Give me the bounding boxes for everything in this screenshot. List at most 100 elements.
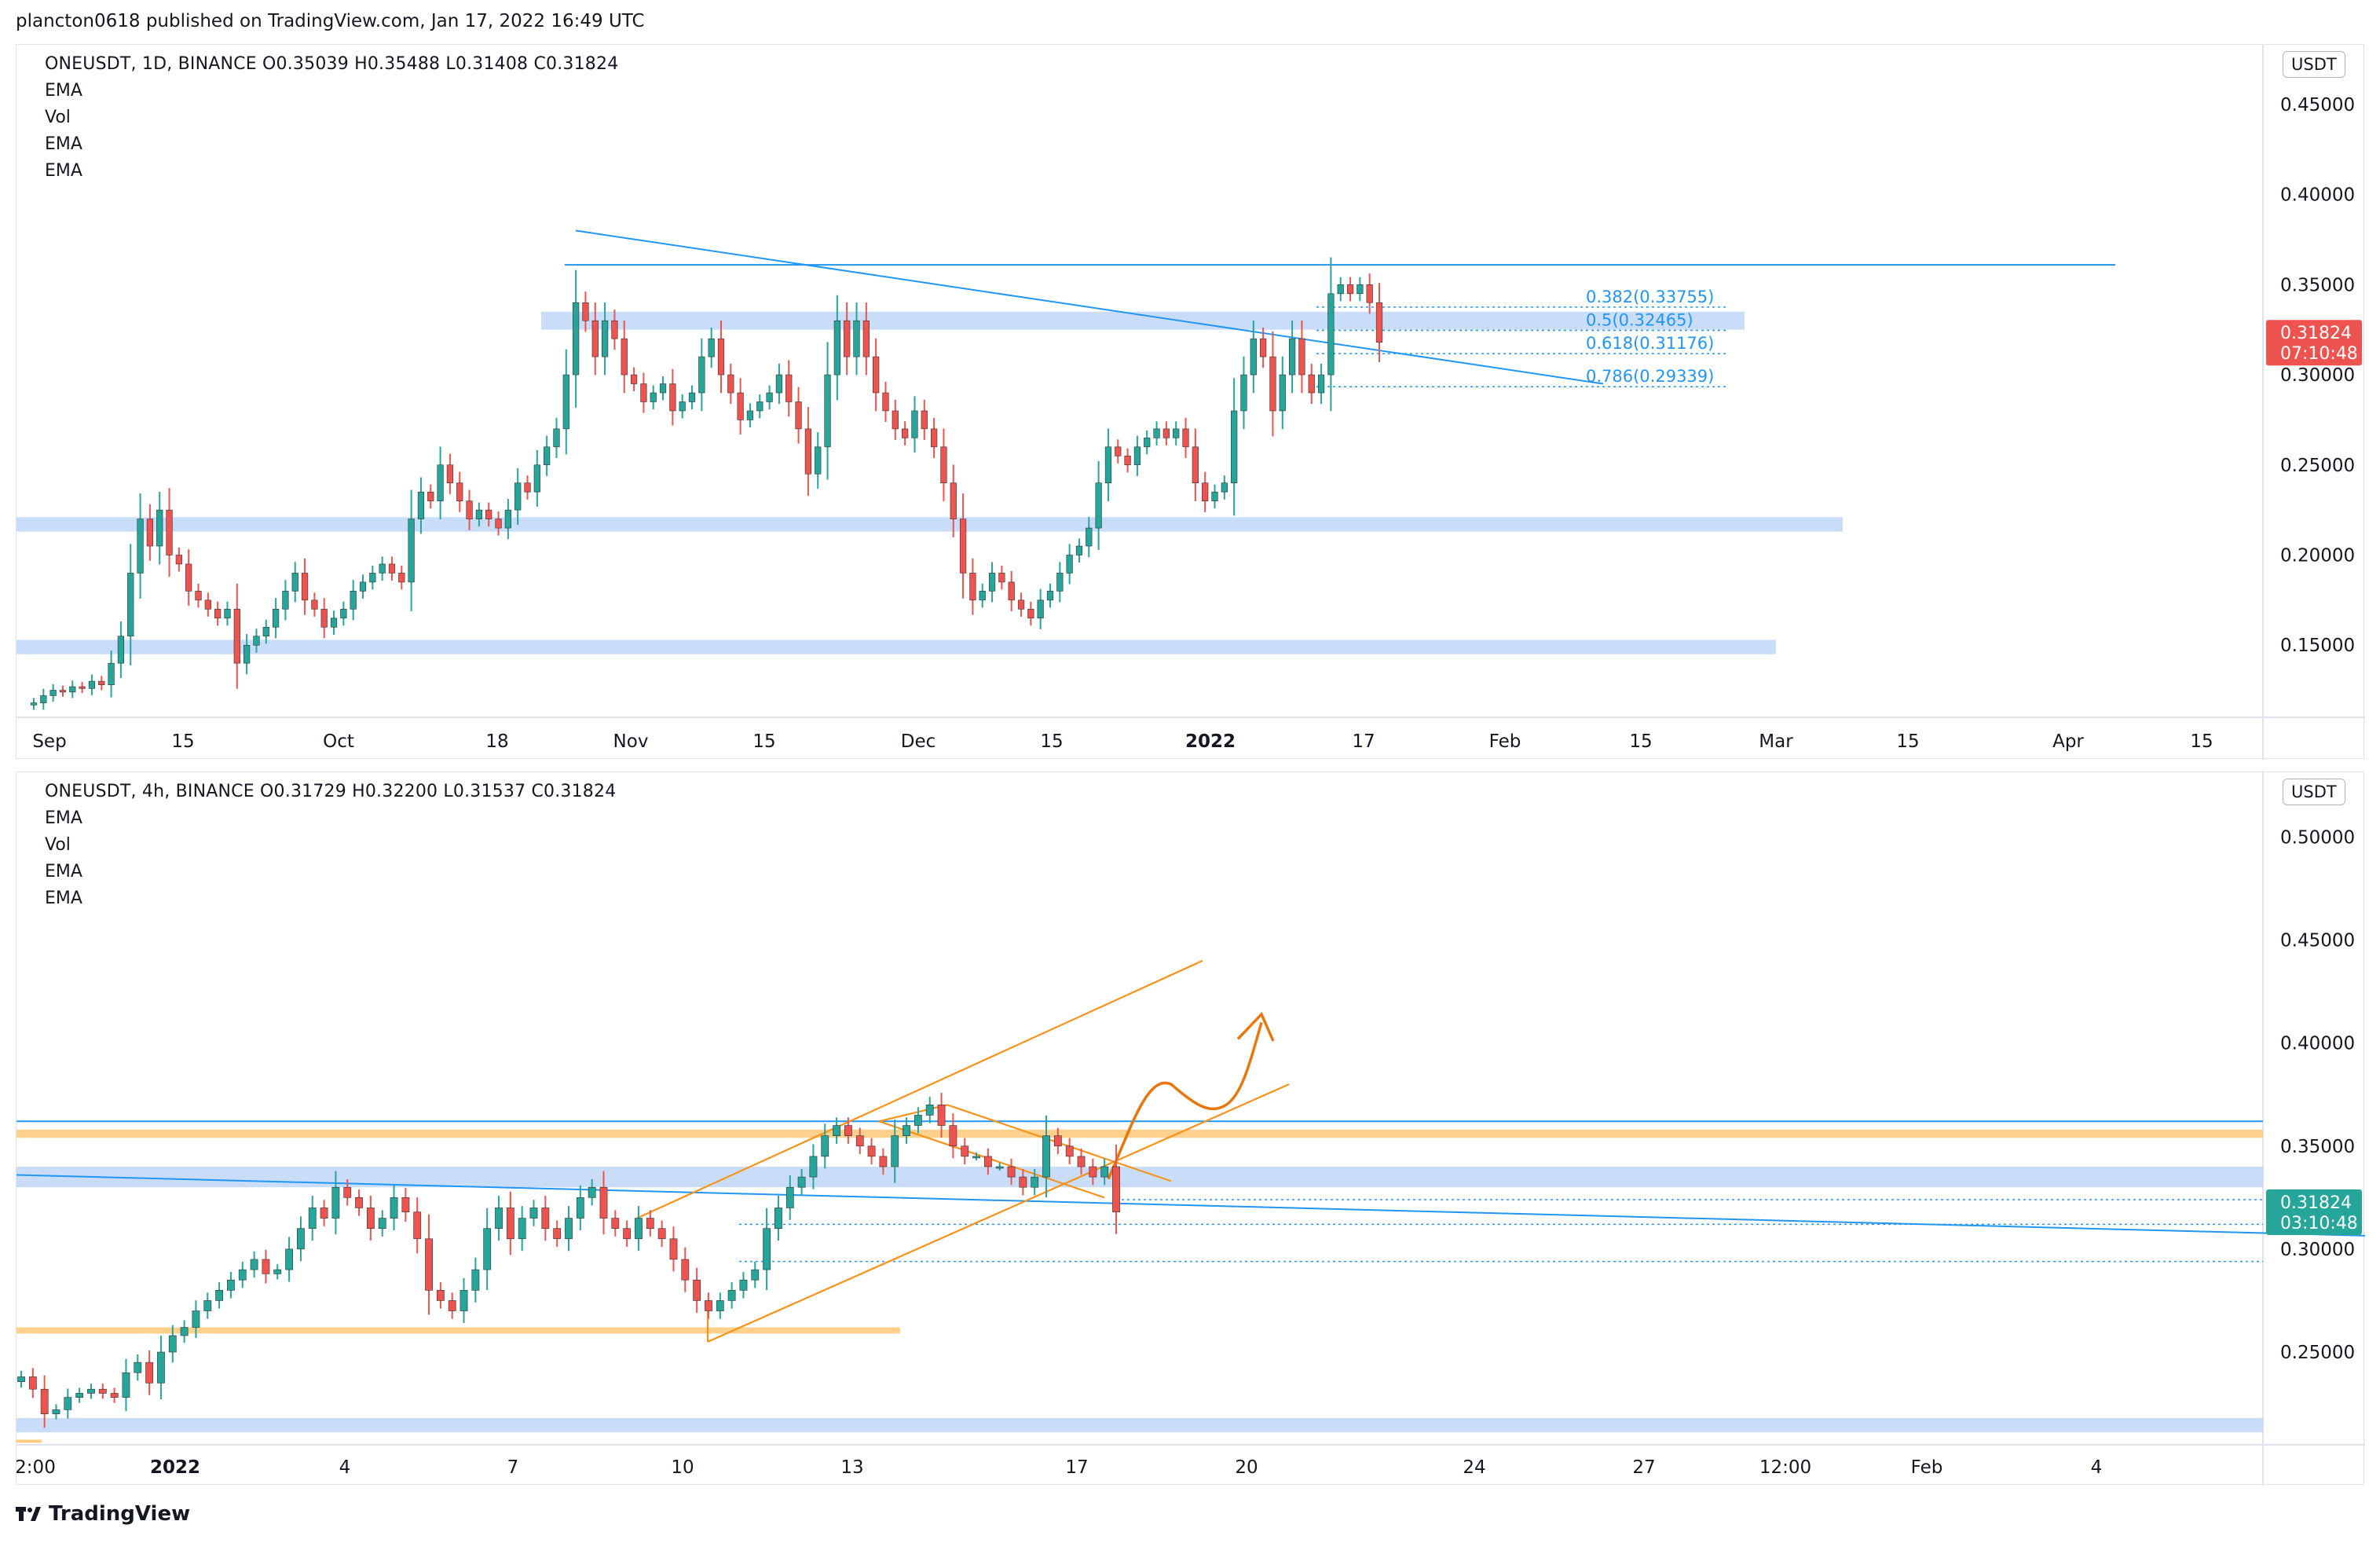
candle-body	[727, 374, 734, 394]
candle-body	[156, 509, 163, 547]
candle-body	[591, 320, 599, 357]
candle-body	[390, 1197, 398, 1219]
candle-body	[573, 302, 580, 376]
candle-body	[1031, 1176, 1039, 1188]
candle-body	[1317, 374, 1325, 394]
x-tick-label: 2:00	[16, 1457, 56, 1478]
h4-unit-button[interactable]: USDT	[2283, 779, 2345, 805]
candle-body	[88, 680, 96, 689]
candle-body	[262, 1259, 270, 1274]
candle-body	[204, 599, 211, 610]
fib-level-label: 0.618(0.31176)	[1586, 334, 1714, 353]
y-tick-label: 0.35000	[2280, 275, 2355, 295]
candle-body	[930, 428, 938, 448]
candle-body	[301, 573, 309, 601]
x-tick-label: 7	[507, 1457, 519, 1478]
bullish-arrow-head	[1236, 1011, 1275, 1042]
candle-body	[52, 1409, 60, 1414]
candle-body	[716, 1300, 724, 1311]
candle-body	[862, 320, 870, 357]
y-tick-label: 0.30000	[2280, 1240, 2355, 1260]
support-zone-1	[16, 517, 1843, 532]
candle-body	[203, 1300, 212, 1311]
h4-chart-pane[interactable]: ONEUSDT, 4h, BINANCE O0.31729 H0.32200 L…	[16, 772, 2365, 1486]
last-price-text: 0.31824	[2280, 1193, 2352, 1213]
candle-body	[1221, 482, 1228, 493]
candle-body	[1357, 284, 1364, 295]
candle-body	[601, 320, 609, 357]
candle-body	[756, 401, 763, 412]
candle-body	[1019, 1176, 1027, 1188]
candle-body	[737, 392, 744, 420]
candle-body	[544, 446, 551, 466]
candle-body	[937, 1105, 946, 1126]
candle-body	[378, 1218, 386, 1229]
candle-body	[1337, 284, 1344, 295]
candle-body	[785, 1186, 794, 1208]
candle-body	[621, 338, 628, 376]
fib-level-label: 0.5(0.32465)	[1586, 310, 1693, 329]
candle-body	[882, 392, 889, 412]
candle-body	[1056, 573, 1064, 592]
candle-body	[330, 618, 338, 628]
indicator-vol[interactable]: Vol	[45, 835, 71, 855]
candle-body	[1046, 591, 1054, 601]
candle-body	[1366, 284, 1373, 303]
x-tick-label: 15	[752, 731, 775, 752]
candle-body	[679, 401, 686, 412]
daily-chart-pane[interactable]: ONEUSDT, 1D, BINANCE O0.35039 H0.35488 L…	[16, 44, 2365, 760]
candle-body	[775, 374, 783, 394]
x-tick-label: Sep	[32, 731, 66, 752]
daily-unit-button[interactable]: USDT	[2283, 51, 2345, 78]
candle-body	[1115, 446, 1122, 456]
candle-body	[98, 680, 105, 685]
candle-body	[635, 1218, 643, 1240]
candle-body	[168, 1335, 177, 1353]
last-price-text: 0.31824	[2280, 324, 2352, 343]
candle-body	[379, 563, 386, 574]
candle-body	[751, 1269, 760, 1281]
candle-body	[1346, 284, 1354, 295]
indicator-vol[interactable]: Vol	[45, 108, 71, 127]
x-tick-label: 2022	[150, 1457, 200, 1478]
tradingview-footer[interactable]: TradingView	[16, 1502, 190, 1526]
h4-chart-svg: 0.50000 0.45000 0.40000 0.35000 0.30000 0.250…	[16, 772, 2365, 1486]
candle-body	[797, 1176, 806, 1188]
candle-body	[739, 1279, 748, 1291]
candle-body	[972, 1156, 980, 1159]
candle-body	[1153, 428, 1160, 438]
candle-body	[460, 1290, 468, 1311]
indicator-ema-3[interactable]: EMA	[45, 161, 82, 181]
candle-body	[262, 626, 269, 637]
candle-body	[291, 573, 298, 592]
bullish-arrow-path	[1107, 1021, 1263, 1180]
y-tick-label: 0.20000	[2280, 546, 2355, 566]
candle-body	[282, 591, 289, 610]
candle-body	[688, 392, 696, 402]
y-tick-label: 0.40000	[2280, 1034, 2355, 1054]
indicator-ema-1[interactable]: EMA	[45, 808, 82, 828]
candle-body	[17, 1376, 25, 1383]
resistance-zone	[541, 311, 1745, 330]
indicator-ema-3[interactable]: EMA	[45, 889, 82, 908]
candle-body	[475, 509, 483, 519]
candle-body	[611, 320, 618, 339]
y-tick-label: 0.30000	[2280, 365, 2355, 386]
indicator-ema-2[interactable]: EMA	[45, 862, 82, 881]
candle-body	[1211, 491, 1218, 501]
candle-body	[1053, 1135, 1062, 1147]
candle-body	[215, 1290, 224, 1301]
x-tick-label: Mar	[1759, 731, 1793, 752]
indicator-ema-1[interactable]: EMA	[45, 81, 82, 101]
candle-body	[1075, 545, 1083, 555]
indicator-ema-2[interactable]: EMA	[45, 134, 82, 154]
candle-body	[506, 1208, 514, 1240]
candle-body	[867, 1145, 876, 1157]
y-tick-label: 0.35000	[2280, 1137, 2355, 1157]
candle-body	[541, 1208, 550, 1229]
candle-body	[122, 1372, 130, 1398]
candle-body	[1298, 338, 1305, 376]
candle-body	[961, 1145, 969, 1157]
candle-body	[979, 591, 986, 601]
candle-body	[98, 1388, 107, 1394]
